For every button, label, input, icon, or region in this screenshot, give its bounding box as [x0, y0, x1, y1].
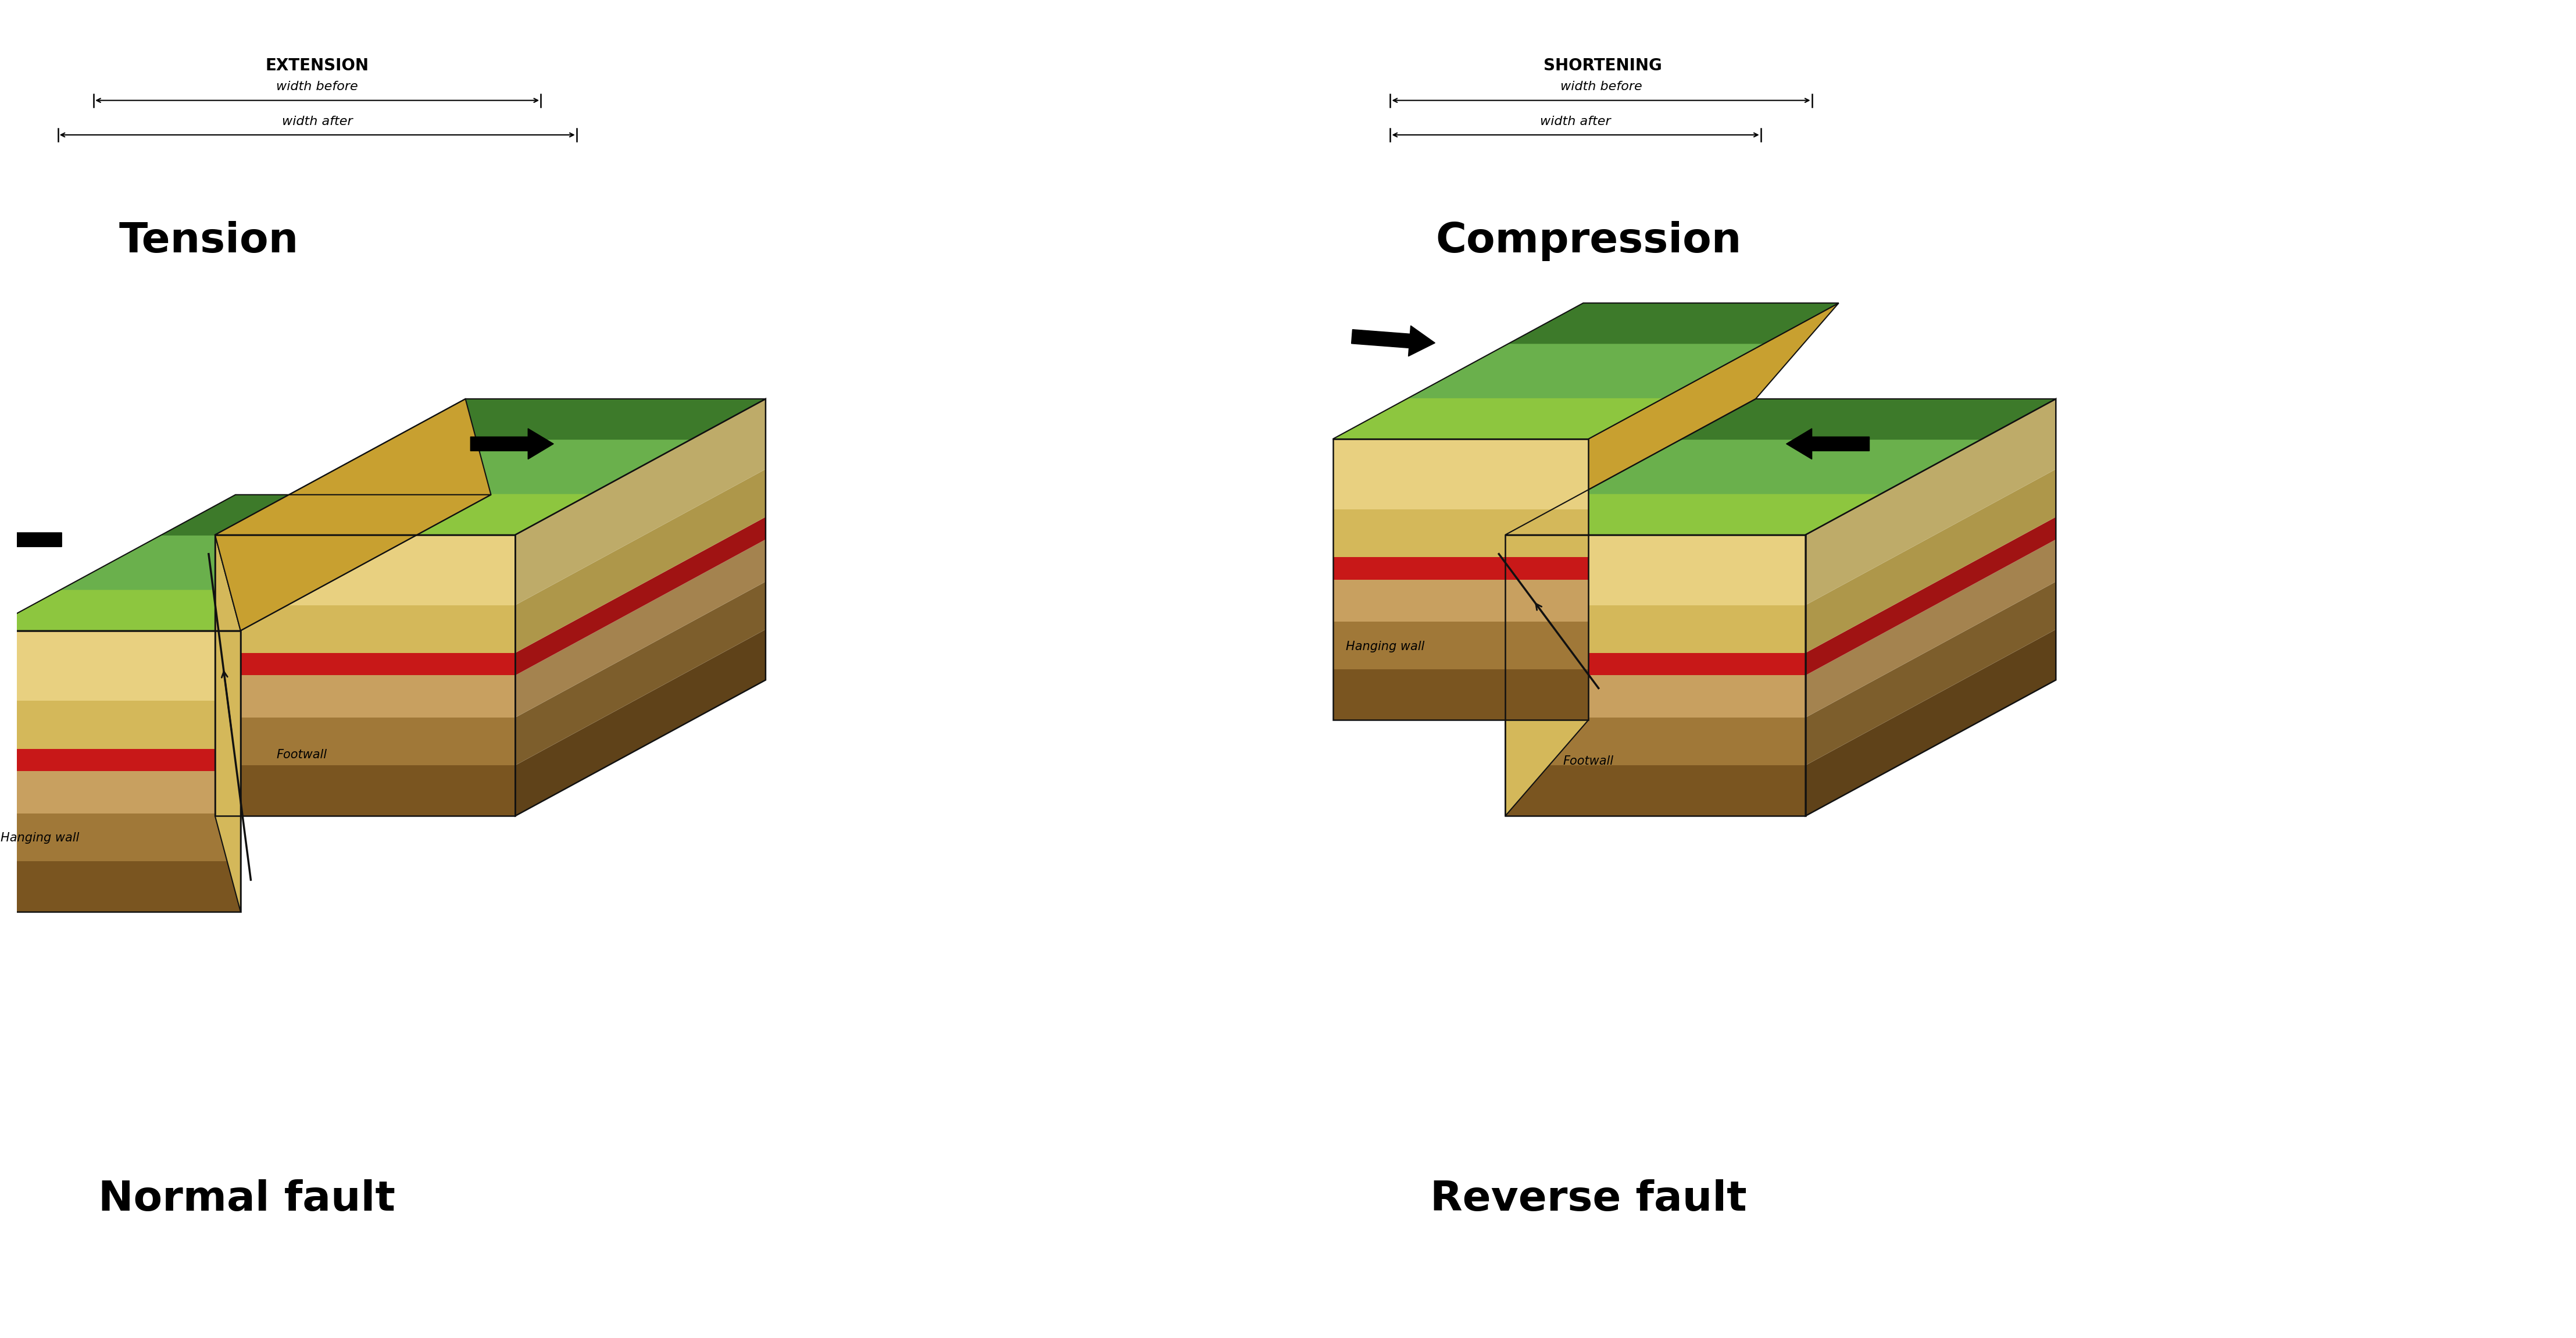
- Polygon shape: [1504, 535, 1806, 605]
- Polygon shape: [0, 862, 240, 911]
- Polygon shape: [515, 470, 765, 653]
- Polygon shape: [214, 535, 515, 605]
- Polygon shape: [1806, 582, 2056, 765]
- FancyArrow shape: [0, 524, 62, 555]
- FancyArrow shape: [471, 428, 554, 459]
- Text: Footwall: Footwall: [276, 749, 327, 761]
- Polygon shape: [515, 399, 765, 605]
- Polygon shape: [160, 495, 492, 535]
- Polygon shape: [214, 676, 515, 717]
- Polygon shape: [515, 629, 765, 816]
- Text: SHORTENING: SHORTENING: [1543, 58, 1662, 74]
- Polygon shape: [0, 701, 240, 749]
- Polygon shape: [1332, 579, 1589, 622]
- Polygon shape: [1806, 629, 2056, 816]
- Polygon shape: [1680, 399, 2056, 440]
- Polygon shape: [214, 399, 492, 630]
- Polygon shape: [214, 535, 240, 911]
- Polygon shape: [214, 399, 765, 535]
- Text: Hanging wall: Hanging wall: [1345, 641, 1425, 652]
- Polygon shape: [0, 749, 240, 771]
- Polygon shape: [1806, 516, 2056, 676]
- Polygon shape: [0, 814, 240, 862]
- Polygon shape: [1504, 676, 1806, 717]
- Text: width after: width after: [281, 115, 353, 127]
- Text: width before: width before: [276, 82, 358, 92]
- Polygon shape: [214, 765, 515, 816]
- Text: Footwall: Footwall: [1564, 756, 1613, 767]
- Text: Compression: Compression: [1435, 221, 1741, 261]
- Polygon shape: [1504, 439, 1589, 816]
- Polygon shape: [1504, 605, 1806, 653]
- FancyArrow shape: [1785, 428, 1870, 459]
- Text: width after: width after: [1540, 115, 1610, 127]
- Polygon shape: [1806, 539, 2056, 717]
- Polygon shape: [0, 495, 492, 630]
- Polygon shape: [0, 590, 317, 630]
- Polygon shape: [1332, 399, 1664, 439]
- Polygon shape: [1332, 439, 1589, 510]
- Polygon shape: [1806, 470, 2056, 653]
- Polygon shape: [515, 582, 765, 765]
- Polygon shape: [214, 717, 515, 765]
- Polygon shape: [1332, 669, 1589, 720]
- Polygon shape: [214, 494, 590, 535]
- Polygon shape: [214, 605, 515, 653]
- Polygon shape: [214, 653, 515, 676]
- Text: Normal fault: Normal fault: [98, 1179, 397, 1219]
- FancyArrow shape: [1352, 325, 1435, 356]
- Polygon shape: [0, 630, 240, 701]
- Polygon shape: [1332, 622, 1589, 669]
- Polygon shape: [1504, 717, 1806, 765]
- Polygon shape: [392, 399, 765, 440]
- Polygon shape: [1332, 302, 1839, 439]
- Polygon shape: [1504, 399, 2056, 535]
- Polygon shape: [515, 516, 765, 676]
- Text: Reverse fault: Reverse fault: [1430, 1179, 1747, 1219]
- Text: Hanging wall: Hanging wall: [0, 832, 80, 844]
- Polygon shape: [1504, 494, 1880, 535]
- Polygon shape: [1806, 399, 2056, 605]
- Polygon shape: [1332, 557, 1589, 579]
- Text: Tension: Tension: [118, 221, 299, 261]
- Text: width before: width before: [1561, 82, 1641, 92]
- Polygon shape: [1504, 302, 1839, 535]
- Polygon shape: [1332, 510, 1589, 557]
- Polygon shape: [1507, 302, 1839, 344]
- Polygon shape: [0, 771, 240, 814]
- Polygon shape: [1504, 765, 1806, 816]
- Polygon shape: [1504, 653, 1806, 676]
- Polygon shape: [515, 539, 765, 717]
- Text: EXTENSION: EXTENSION: [265, 58, 368, 74]
